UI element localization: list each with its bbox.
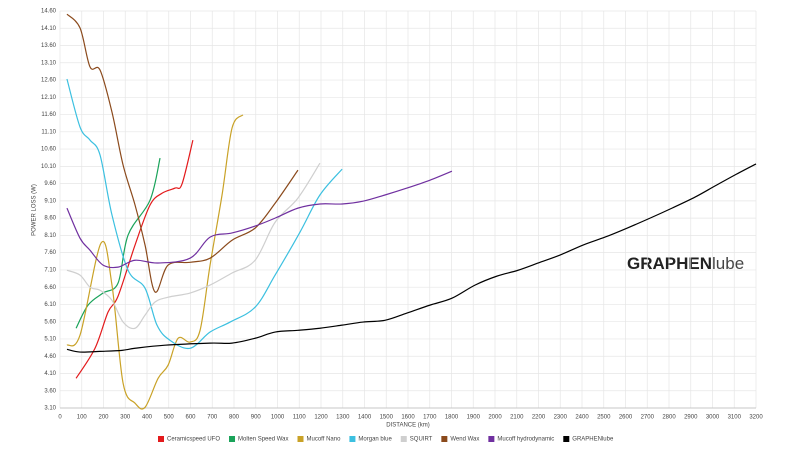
x-tick-label: 3000 <box>706 415 720 421</box>
y-tick-label: 10.10 <box>41 164 57 170</box>
x-tick-label: 2700 <box>641 415 655 421</box>
legend-label: SQUIRT <box>410 437 433 443</box>
y-axis-title: POWER LOSS (W) <box>32 184 38 236</box>
y-tick-label: 11.60 <box>41 112 56 118</box>
legend-swatch <box>400 436 407 442</box>
x-tick-label: 0 <box>58 415 62 421</box>
x-tick-label: 1700 <box>423 415 437 421</box>
logo: GRAPHENlube <box>627 254 744 273</box>
y-tick-label: 7.60 <box>44 250 56 256</box>
x-tick-label: 100 <box>77 415 88 421</box>
x-tick-label: 900 <box>251 415 262 421</box>
series-line <box>66 114 244 410</box>
legend-swatch <box>563 436 570 442</box>
x-tick-label: 500 <box>164 415 175 421</box>
y-tick-label: 12.60 <box>41 78 57 84</box>
y-tick-label: 13.10 <box>41 60 57 66</box>
x-tick-label: 2500 <box>597 415 611 421</box>
legend-swatch <box>229 436 236 442</box>
y-tick-label: 14.10 <box>41 26 57 32</box>
x-tick-label: 3200 <box>749 415 763 421</box>
x-tick-label: 300 <box>120 415 131 421</box>
x-axis-title: DISTANCE (km) <box>386 423 430 429</box>
x-tick-label: 600 <box>185 415 196 421</box>
x-tick-label: 400 <box>142 415 153 421</box>
y-tick-label: 3.10 <box>44 406 56 412</box>
y-tick-label: 9.10 <box>44 198 56 204</box>
y-tick-label: 6.60 <box>44 285 56 291</box>
logo-light: lube <box>712 254 744 273</box>
legend-label: Mucoff hydrodynamic <box>497 437 554 443</box>
x-tick-label: 1200 <box>314 415 328 421</box>
y-tick-label: 8.10 <box>44 233 56 239</box>
y-tick-label: 6.10 <box>44 302 56 308</box>
series-line <box>66 13 299 293</box>
legend-label: Morgan blue <box>358 437 392 443</box>
y-tick-label: 5.60 <box>44 319 56 325</box>
y-tick-label: 3.60 <box>44 388 56 394</box>
y-tick-label: 4.60 <box>44 354 56 360</box>
y-tick-label: 13.60 <box>41 43 57 49</box>
x-tick-label: 2100 <box>510 415 524 421</box>
x-tick-label: 800 <box>229 415 240 421</box>
legend-label: GRAPHENlube <box>572 437 614 443</box>
x-tick-label: 1300 <box>336 415 350 421</box>
x-tick-label: 2800 <box>662 415 676 421</box>
y-tick-label: 10.60 <box>41 147 57 153</box>
grid <box>59 10 757 409</box>
x-tick-label: 2300 <box>554 415 568 421</box>
x-tick-label: 2400 <box>575 415 589 421</box>
x-tick-label: 2900 <box>684 415 698 421</box>
legend-swatch <box>488 436 495 442</box>
x-tick-label: 1600 <box>401 415 415 421</box>
x-tick-label: 200 <box>98 415 109 421</box>
series-line <box>75 157 161 329</box>
y-tick-label: 9.60 <box>44 181 56 187</box>
legend-label: Ceramicspeed UFO <box>167 437 220 443</box>
series-line <box>66 170 453 269</box>
legend-swatch <box>158 436 164 442</box>
y-tick-label: 4.10 <box>44 371 56 377</box>
series-line <box>75 139 194 379</box>
series-line <box>66 163 757 353</box>
x-tick-label: 1500 <box>380 415 394 421</box>
x-tick-label: 1800 <box>445 415 459 421</box>
x-tick-label: 1900 <box>467 415 481 421</box>
series-line <box>66 162 321 330</box>
x-tick-label: 1100 <box>293 415 307 421</box>
series-line <box>66 78 343 350</box>
x-tick-label: 700 <box>207 415 218 421</box>
x-tick-label: 1400 <box>358 415 372 421</box>
y-tick-label: 7.10 <box>44 267 56 273</box>
x-tick-label: 2200 <box>532 415 546 421</box>
legend-label: Molten Speed Wax <box>238 437 288 443</box>
legend-swatch <box>349 436 356 442</box>
y-tick-label: 8.60 <box>44 216 56 222</box>
x-tick-label: 2000 <box>488 415 502 421</box>
x-tick-label: 3100 <box>728 415 742 421</box>
y-tick-label: 5.10 <box>44 337 56 343</box>
x-tick-label: 2600 <box>619 415 633 421</box>
logo-bold: GRAPHEN <box>627 254 712 273</box>
legend-swatch <box>297 436 304 442</box>
x-tick-label: 1000 <box>271 415 285 421</box>
y-tick-label: 12.10 <box>41 95 57 101</box>
y-tick-label: 11.10 <box>41 129 56 135</box>
y-tick-label: 14.60 <box>41 9 57 15</box>
legend-label: Wend Wax <box>450 437 479 443</box>
legend-label: Mucoff Nano <box>307 437 342 443</box>
legend-swatch <box>441 436 448 442</box>
